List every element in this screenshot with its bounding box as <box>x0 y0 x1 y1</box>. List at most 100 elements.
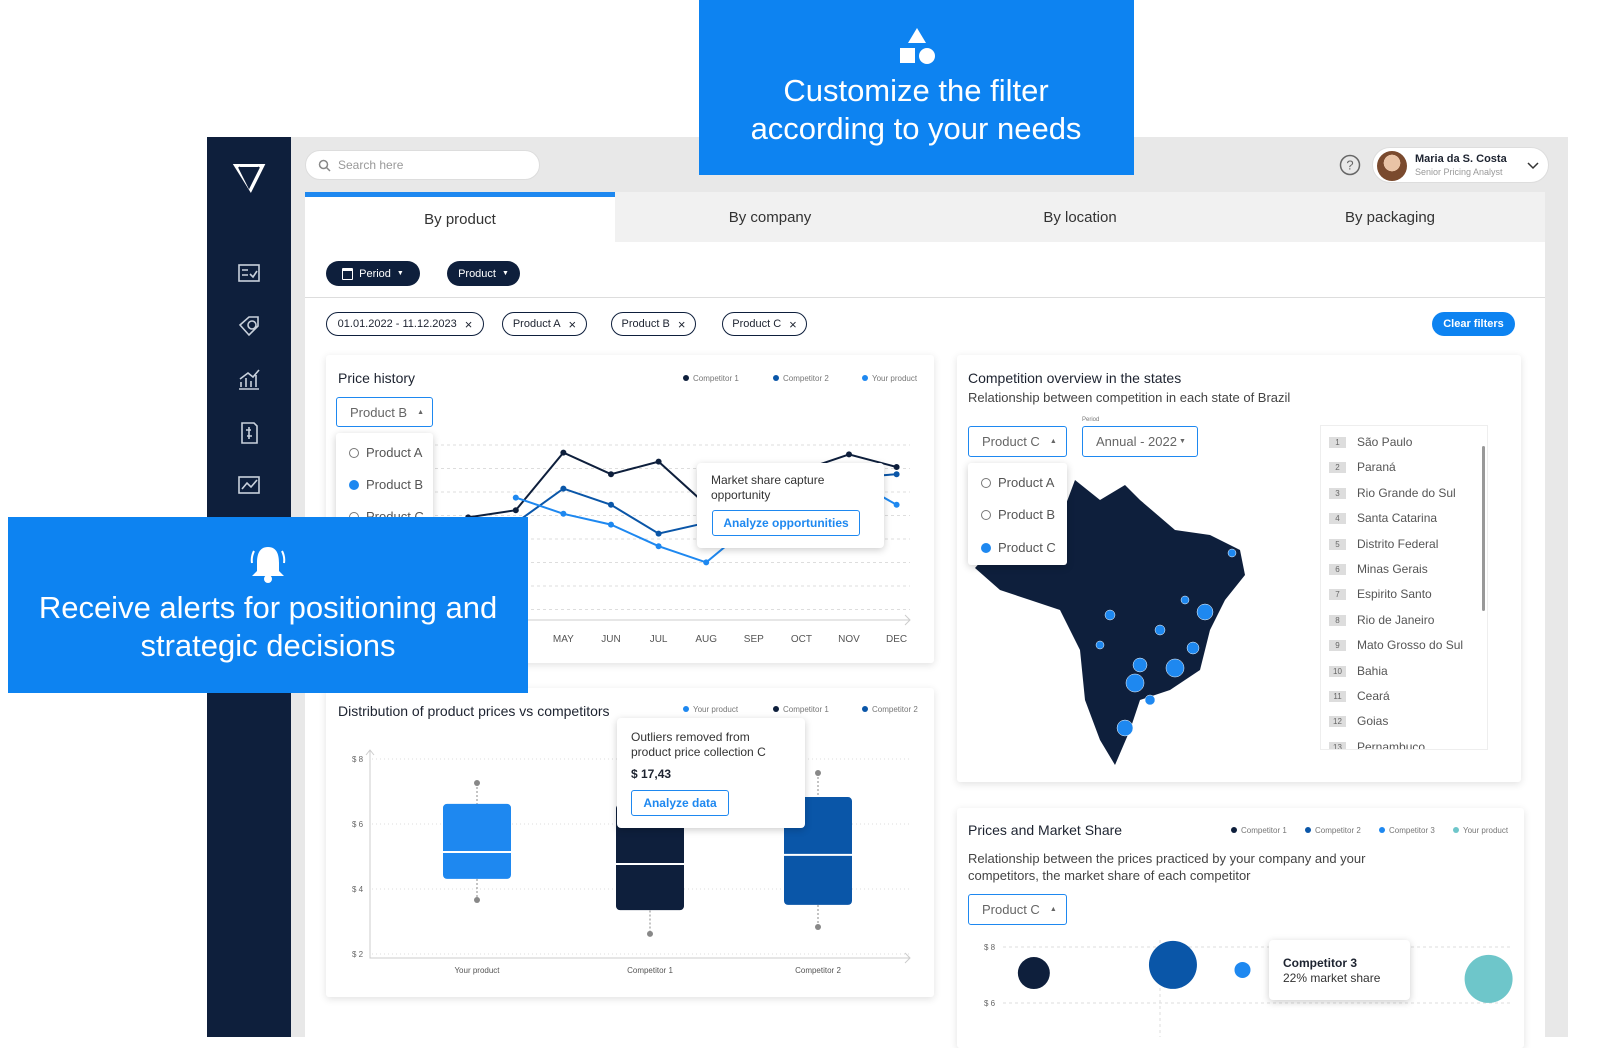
chip-remove[interactable]: × <box>568 316 577 332</box>
nav-tag-glyph <box>247 320 257 330</box>
period-select[interactable]: Annual - 2022 ▼ <box>1082 426 1198 457</box>
product-select[interactable]: Product C ▲ <box>968 894 1067 925</box>
scrollbar[interactable] <box>1482 446 1485 611</box>
tab[interactable]: By product <box>305 192 615 242</box>
menu-option[interactable]: Product A <box>981 475 1054 490</box>
whisker-min <box>815 924 821 931</box>
icon-circle <box>919 48 935 64</box>
select-value: Annual - 2022 <box>1096 434 1177 449</box>
analyze-data[interactable]: Analyze data <box>631 790 729 816</box>
nav-invoice[interactable] <box>241 422 258 444</box>
search-placeholder: Search here <box>338 158 404 172</box>
nav-chart[interactable] <box>239 369 260 390</box>
filter-button[interactable]: Product ▼ <box>447 261 520 286</box>
filter-button[interactable]: Period ▼ <box>326 261 420 286</box>
help-icon[interactable]: ? <box>1339 154 1361 176</box>
filter-chip[interactable]: Product A × <box>502 312 587 336</box>
user-menu[interactable]: Maria da S. Costa Senior Pricing Analyst <box>1372 147 1549 183</box>
state-name: Espirito Santo <box>1357 587 1432 602</box>
tooltip-text: Outliers removed from product price coll… <box>631 730 766 759</box>
map-bubble <box>1180 595 1190 605</box>
nav-report[interactable] <box>238 264 260 282</box>
icon-triangle <box>908 28 926 43</box>
state-name: Mato Grosso do Sul <box>1357 638 1464 653</box>
y-tick-label: $ 2 <box>352 950 364 959</box>
menu-option[interactable]: Product B <box>981 507 1055 522</box>
filter-chip[interactable]: Product B × <box>611 312 696 336</box>
price-point <box>608 471 614 478</box>
tab[interactable]: By company <box>615 192 925 242</box>
bell-waves <box>250 550 286 564</box>
card-title: Distribution of product prices vs compet… <box>338 703 610 719</box>
map-bubble <box>1104 609 1116 621</box>
rank-number: 10 <box>1329 665 1346 677</box>
product-select[interactable]: Product B ▲ <box>336 397 433 427</box>
state-name: Goias <box>1357 714 1389 729</box>
price-point <box>893 501 900 508</box>
chip-remove[interactable]: × <box>789 316 797 332</box>
legend-label: Competitor 1 <box>783 705 829 714</box>
search-box[interactable]: Search here <box>305 150 540 180</box>
price-point <box>608 501 614 508</box>
opportunity-tooltip: Market share capture opportunity Analyze… <box>697 463 884 548</box>
y-tick-label: $ 4 <box>352 885 364 894</box>
rank-number: 11 <box>1329 691 1346 702</box>
tab-bar: By product By company By location By packag… <box>305 192 1545 242</box>
shapes-icon <box>900 28 935 64</box>
filter-chip[interactable]: Product C × <box>722 312 807 336</box>
x-tick-label: SEP <box>744 634 764 645</box>
legend-label: Competitor 2 <box>872 705 918 714</box>
product-select[interactable]: Product C ▲ <box>968 426 1067 457</box>
card-title: Price history <box>338 370 416 386</box>
legend-swatch <box>1379 827 1385 833</box>
menu-option[interactable]: Product A <box>349 445 422 460</box>
chip-remove[interactable]: × <box>677 316 686 332</box>
legend-swatch <box>1231 827 1237 833</box>
legend-swatch <box>1453 827 1459 833</box>
radio <box>981 509 991 520</box>
box <box>616 804 684 911</box>
y-tick-label: $ 6 <box>352 820 364 829</box>
state-name: Ceará <box>1357 689 1390 703</box>
map-bubble <box>1186 641 1200 655</box>
legend-label: Competitor 1 <box>693 374 739 383</box>
price-point <box>512 494 519 501</box>
menu-option[interactable]: Product B <box>349 477 423 492</box>
legend-swatch <box>683 706 689 712</box>
caret-path <box>1527 162 1539 170</box>
clear-filters[interactable]: Clear filters <box>1432 312 1515 336</box>
nav-tag[interactable] <box>238 316 259 337</box>
tab[interactable]: By packaging <box>1235 192 1545 242</box>
chip-remove[interactable]: × <box>464 316 473 332</box>
rank-number: 9 <box>1329 640 1346 652</box>
x-tick-label: Competitor 2 <box>795 966 841 975</box>
analyze-opportunities[interactable]: Analyze opportunities <box>712 510 860 536</box>
x-tick-label: JUN <box>601 634 620 645</box>
filter-label: Period <box>359 267 391 280</box>
tooltip-text: Market share capture opportunity <box>711 473 825 502</box>
callout-text: Receive alerts for positioning and strat… <box>38 590 498 663</box>
option-label: Product A <box>998 475 1055 490</box>
tab[interactable]: By location <box>925 192 1235 242</box>
chip-label: 01.01.2022 - 11.12.2023 <box>337 318 457 330</box>
avatar <box>1377 151 1407 181</box>
option-label: Product B <box>998 507 1056 522</box>
rank-number: 4 <box>1329 513 1346 525</box>
state-name: Distrito Federal <box>1357 536 1439 551</box>
whisker-max <box>474 780 480 787</box>
card-subtitle: Relationship between competition in each… <box>968 390 1291 405</box>
legend-label: Your product <box>1463 826 1509 835</box>
map-bubble <box>1227 548 1237 558</box>
nav-trend[interactable] <box>238 476 260 494</box>
tooltip-price: $ 17,43 <box>631 767 672 781</box>
map-bubbles <box>1095 548 1237 737</box>
nav-trend-glyph <box>241 479 258 490</box>
rank-number: 2 <box>1329 462 1346 474</box>
bell-clapper <box>264 575 272 583</box>
radio <box>349 479 359 490</box>
menu-option[interactable]: Product C <box>981 540 1056 555</box>
select-caret: ▲ <box>417 408 425 416</box>
filter-chip[interactable]: 01.01.2022 - 11.12.2023 × <box>326 312 484 336</box>
